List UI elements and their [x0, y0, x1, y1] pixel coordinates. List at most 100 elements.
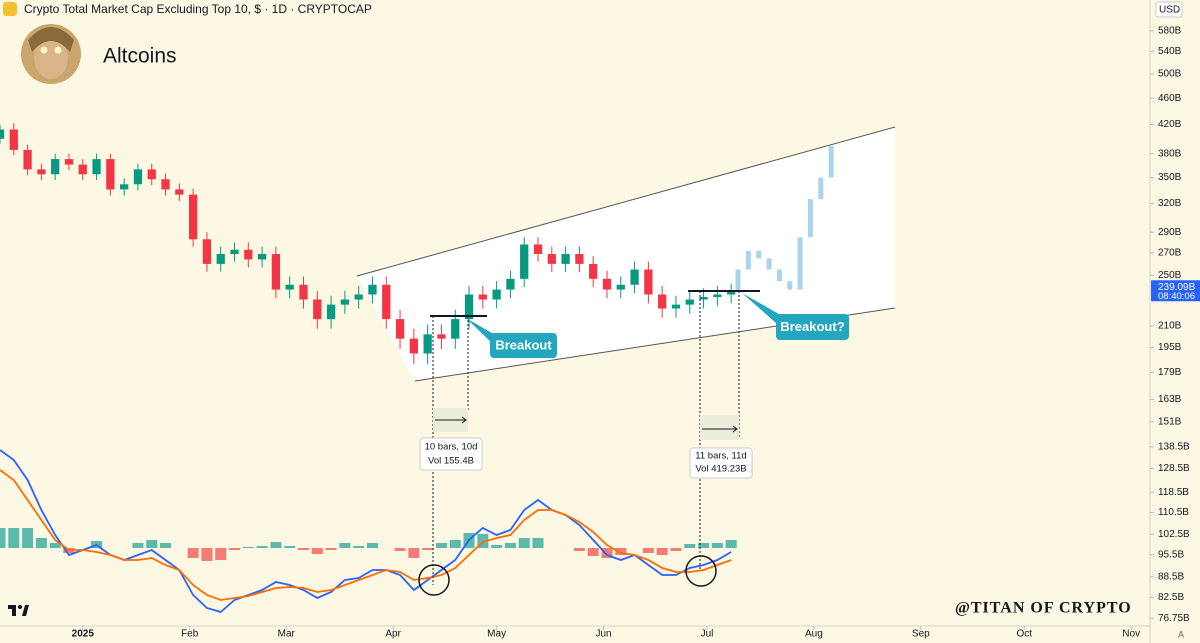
macd-line: [0, 469, 732, 601]
projection-bar: [745, 250, 751, 270]
candle-body: [409, 338, 418, 354]
x-tick-label: Nov: [1122, 629, 1140, 640]
plot: [0, 123, 834, 365]
watermark: @TITAN OF CRYPTO: [955, 600, 1132, 617]
projection-bar: [818, 177, 824, 200]
macd-histogram-bar: [449, 540, 461, 548]
candle-body: [188, 194, 198, 240]
candle-body: [589, 263, 598, 279]
y-tick-label: 210B: [1158, 321, 1182, 332]
projection-bar: [766, 258, 772, 270]
y-tick-label: 580B: [1158, 25, 1182, 36]
candle-body: [285, 284, 294, 290]
y-tick-label: 110.5B: [1158, 507, 1189, 518]
measure-label: [419, 437, 483, 471]
currency[interactable]: USD: [1159, 5, 1180, 16]
measure-label: [689, 447, 753, 479]
candle-body: [727, 292, 736, 295]
macd-histogram-bar: [670, 548, 682, 551]
macd-histogram-bar: [297, 548, 310, 550]
projection-bar: [828, 146, 834, 178]
macd-histogram-bar: [49, 543, 61, 548]
macd-histogram-bar: [146, 540, 158, 548]
candle-body: [299, 284, 308, 300]
logo: [8, 605, 29, 616]
x-tick-label: Sep: [912, 629, 930, 640]
x-tick-label: May: [487, 629, 506, 640]
macd-histogram-bar: [408, 548, 420, 558]
candle-body: [575, 254, 584, 264]
avatar: [21, 24, 81, 84]
channel-fill: [357, 127, 895, 381]
macd-histogram-bar: [422, 548, 434, 550]
projection-bar: [735, 269, 741, 293]
symbol-icon: [3, 2, 17, 16]
candle-body: [602, 278, 612, 290]
candle-body: [533, 244, 543, 255]
macd-histogram-bar: [35, 538, 47, 548]
last-price-label: 239.09B: [1158, 282, 1196, 293]
y-tick-label: 138.5B: [1158, 441, 1190, 452]
candle-body: [23, 149, 32, 170]
candle-body: [257, 254, 267, 260]
candle-body: [313, 299, 322, 320]
highlight-circle: [418, 564, 450, 596]
candle-body: [175, 189, 184, 195]
y-tick-label: 82.5B: [1158, 592, 1184, 603]
y-tick-label: 270B: [1158, 248, 1182, 259]
candle-body: [120, 184, 129, 190]
macd-histogram-bar: [215, 548, 227, 560]
candle-body: [161, 179, 170, 190]
y-tick-label: 95.5B: [1158, 549, 1184, 560]
measure-volume: Vol 155.4B: [428, 456, 474, 467]
candle-body: [395, 319, 405, 339]
macd-histogram-bar: [435, 543, 447, 548]
chart-title: Altcoins: [103, 45, 177, 68]
candle-body: [147, 169, 156, 180]
macd-histogram-bar: [339, 543, 351, 548]
macd-histogram-bar: [201, 548, 213, 561]
y-tick-label: 179B: [1158, 367, 1182, 378]
candle-body: [464, 294, 474, 320]
callout-text: Breakout: [495, 337, 552, 352]
currency-button[interactable]: [1155, 1, 1183, 18]
logo-part: [18, 605, 22, 609]
y-tick-label: 320B: [1158, 198, 1182, 209]
measure-bars: 10 bars, 10d: [425, 442, 478, 453]
y-tick-label: 118.5B: [1158, 487, 1189, 498]
candle-body: [630, 269, 639, 285]
projection-bar: [797, 237, 803, 290]
macd-histogram-bar: [725, 540, 737, 548]
y-tick-label: 76.75B: [1158, 613, 1190, 624]
candle-body: [230, 249, 239, 255]
candle-body: [0, 129, 5, 139]
projection-bar: [807, 199, 813, 238]
macd-histogram-bar: [394, 548, 406, 551]
x-tick-label: Feb: [181, 629, 199, 640]
candle-body: [492, 289, 501, 300]
symbol-header: Crypto Total Market Cap Excluding Top 10…: [24, 2, 372, 16]
candle-body: [368, 284, 377, 295]
macd-histogram-bar: [229, 548, 241, 550]
callout: [776, 314, 849, 340]
y-tick-label: 163B: [1158, 394, 1182, 405]
avatar-eye: [54, 46, 62, 54]
macd-histogram-bar: [187, 548, 199, 558]
candle-body: [92, 159, 101, 175]
macd-histogram-bar: [270, 542, 282, 548]
y-tick-label: 151B: [1158, 416, 1182, 427]
macd-histogram-bar: [8, 528, 20, 548]
y-tick-label: 540B: [1158, 46, 1182, 57]
candle-body: [437, 334, 446, 339]
macd-histogram-bar: [504, 543, 516, 548]
auto-scale[interactable]: A: [1178, 629, 1184, 639]
x-tick-label: Apr: [385, 629, 401, 640]
projection-bar: [787, 281, 793, 290]
candle-body: [354, 294, 363, 300]
candle-body: [340, 299, 350, 305]
last-price-box: [1151, 280, 1200, 302]
macd-histogram-bar: [573, 548, 585, 551]
measure-arrow: [461, 416, 467, 424]
y-tick-label: 250B: [1158, 270, 1182, 281]
x-tick-label: Jun: [595, 629, 611, 640]
